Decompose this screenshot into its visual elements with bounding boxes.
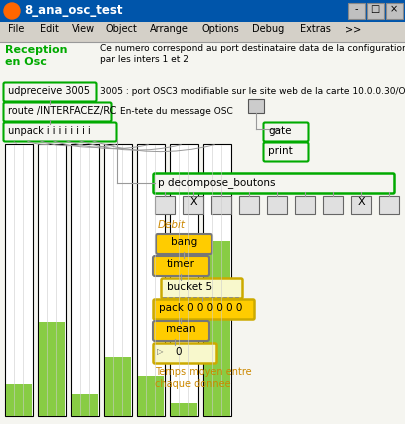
Text: timer: timer: [167, 259, 195, 269]
Text: Ce numero correspond au port destinataire data de la configuration choisie
par l: Ce numero correspond au port destinatair…: [100, 44, 405, 64]
Text: pack 0 0 0 0 0 0: pack 0 0 0 0 0 0: [159, 303, 242, 313]
Bar: [71, 144, 99, 416]
Text: View: View: [72, 24, 95, 34]
FancyBboxPatch shape: [162, 279, 243, 298]
Bar: [138, 376, 164, 416]
Circle shape: [4, 3, 20, 19]
Bar: [72, 394, 98, 416]
Bar: [323, 196, 343, 214]
FancyBboxPatch shape: [153, 299, 254, 320]
Text: ▷: ▷: [157, 347, 164, 356]
Bar: [267, 196, 287, 214]
Bar: [5, 144, 33, 416]
Bar: [295, 196, 315, 214]
Bar: [351, 196, 371, 214]
Bar: [38, 144, 66, 416]
Bar: [170, 144, 198, 416]
Text: udpreceive 3005: udpreceive 3005: [8, 86, 90, 96]
FancyBboxPatch shape: [264, 123, 309, 142]
Text: -: -: [354, 4, 358, 14]
Bar: [6, 384, 32, 416]
Text: Options: Options: [202, 24, 240, 34]
FancyBboxPatch shape: [156, 234, 212, 254]
Bar: [183, 196, 203, 214]
Text: Object: Object: [105, 24, 137, 34]
FancyBboxPatch shape: [153, 173, 394, 193]
Text: route /INTERFACEZ/RC: route /INTERFACEZ/RC: [8, 106, 116, 116]
Text: bucket 5: bucket 5: [167, 282, 212, 292]
FancyBboxPatch shape: [4, 83, 96, 101]
Text: File: File: [8, 24, 24, 34]
Bar: [348, 3, 365, 19]
Text: Debug: Debug: [252, 24, 284, 34]
Text: 8_ana_osc_test: 8_ana_osc_test: [24, 4, 122, 17]
Bar: [204, 240, 230, 416]
Bar: [379, 196, 399, 214]
FancyBboxPatch shape: [153, 321, 209, 341]
Bar: [239, 196, 259, 214]
Text: X: X: [357, 197, 365, 207]
Bar: [367, 3, 384, 19]
FancyBboxPatch shape: [264, 142, 309, 162]
Text: Arrange: Arrange: [150, 24, 189, 34]
Text: gate: gate: [268, 126, 292, 136]
Text: En-tete du message OSC: En-tete du message OSC: [120, 107, 233, 116]
Bar: [0, 22, 405, 42]
Text: □: □: [371, 4, 379, 14]
Bar: [203, 144, 231, 416]
FancyBboxPatch shape: [4, 103, 111, 122]
Bar: [137, 144, 165, 416]
Text: >>: >>: [345, 24, 361, 34]
FancyBboxPatch shape: [4, 123, 117, 142]
Text: 0: 0: [175, 347, 181, 357]
FancyBboxPatch shape: [153, 343, 217, 363]
Bar: [155, 196, 175, 214]
Text: unpack i i i i i i i i: unpack i i i i i i i i: [8, 126, 91, 136]
Bar: [211, 196, 231, 214]
Bar: [105, 357, 131, 416]
Text: ×: ×: [390, 4, 398, 14]
Text: mean: mean: [166, 324, 196, 334]
Text: X: X: [189, 197, 197, 207]
Bar: [386, 3, 403, 19]
Bar: [0, 0, 405, 22]
Text: 3005 : port OSC3 modifiable sur le site web de la carte 10.0.0.30/OSC3: 3005 : port OSC3 modifiable sur le site …: [100, 87, 405, 96]
Bar: [39, 321, 65, 416]
Text: Reception
en Osc: Reception en Osc: [5, 45, 68, 67]
Text: Extras: Extras: [300, 24, 331, 34]
Bar: [104, 144, 132, 416]
Text: Debit: Debit: [158, 220, 186, 230]
Text: Edit: Edit: [40, 24, 59, 34]
FancyBboxPatch shape: [153, 256, 209, 276]
Text: print: print: [268, 146, 293, 156]
Text: bang: bang: [171, 237, 197, 247]
Text: p decompose_boutons: p decompose_boutons: [158, 177, 275, 188]
Bar: [171, 402, 197, 416]
Text: Temps moyen entre
chaque donnee: Temps moyen entre chaque donnee: [155, 367, 252, 389]
Bar: [248, 99, 264, 113]
